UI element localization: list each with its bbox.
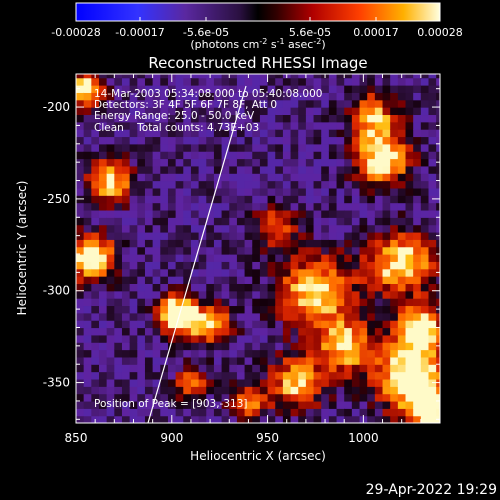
observation-info: 14-Mar-2003 05:34:08.000 to 05:40:08.000… [94,88,322,134]
peak-position-text: Position of Peak = [903,-313] [94,398,248,410]
colorbar-tick-label: 0.00028 [417,26,463,39]
timestamp: 29-Apr-2022 19:29 [366,482,497,498]
info-line-clean: Clean Total counts: 4.73E+03 [94,122,259,134]
colorbar-tick-label: -5.6e-05 [183,26,229,39]
colorbar-ticks [75,17,441,21]
x-tick-label: 900 [160,431,183,445]
colorbar [76,3,440,21]
x-tick-label: 950 [256,431,279,445]
x-axis-label: Heliocentric X (arcsec) [190,449,326,463]
colorbar-tick-label: -0.00017 [115,26,164,39]
x-tick-label: 1000 [348,431,379,445]
y-axis-label: Heliocentric Y (arcsec) [15,181,29,316]
rhessi-image-map [76,74,440,423]
y-tick-labels: -200 -250 -300 -350 [43,100,70,390]
solar-limb-line [147,85,247,423]
colorbar-unit-label: (photons cm-2 s-1 asec-2) [190,37,325,51]
info-line-energy: Energy Range: 25.0 - 50.0 keV [94,110,255,122]
y-tick-label: -250 [43,192,70,206]
y-tick-label: -350 [43,376,70,390]
axis-ticks [75,74,441,423]
colorbar-tick-label: 5.6e-05 [289,26,331,39]
y-tick-label: -200 [43,100,70,114]
colorbar-tick-label: -0.00028 [51,26,100,39]
info-line-time: 14-Mar-2003 05:34:08.000 to 05:40:08.000 [94,88,322,100]
plot-frame [75,73,441,424]
plot-title: Reconstructed RHESSI Image [148,54,367,72]
colorbar-tick-label: 0.00017 [353,26,399,39]
y-tick-label: -300 [43,284,70,298]
info-line-detectors: Detectors: 3F 4F 5F 6F 7F 8F, Att 0 [94,99,277,111]
x-tick-label: 850 [65,431,88,445]
colorbar-tick-labels: -0.00028 -0.00017 -5.6e-05 5.6e-05 0.00017 0.… [51,26,462,39]
x-tick-labels: 850 900 950 1000 [65,431,379,445]
